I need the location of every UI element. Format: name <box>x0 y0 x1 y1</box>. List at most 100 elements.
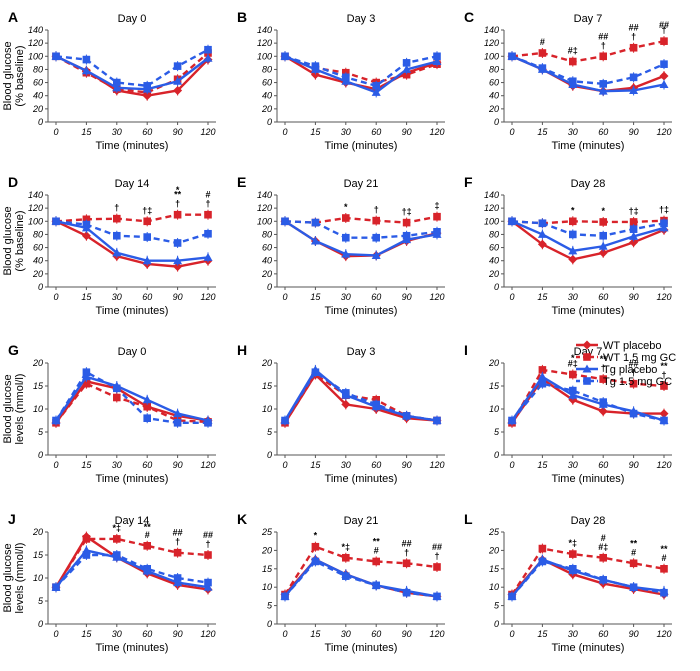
x-tick-label: 0 <box>509 292 514 302</box>
significance-marker: ## <box>203 530 213 540</box>
y-tick-label: 0 <box>38 117 43 127</box>
x-tick-label: 30 <box>341 292 351 302</box>
data-point <box>660 60 668 68</box>
data-point <box>660 382 668 390</box>
y-tick-label: 20 <box>32 527 43 537</box>
y-tick-label: 120 <box>484 38 499 48</box>
x-tick-label: 60 <box>598 629 608 639</box>
data-point <box>569 550 577 558</box>
data-point <box>538 49 547 57</box>
series-tg-1-5-mg-gc <box>52 44 212 91</box>
x-tick-label: 60 <box>598 460 608 470</box>
data-point <box>173 548 182 557</box>
panel-letter: J <box>8 511 16 527</box>
panel-letter: I <box>464 342 468 358</box>
x-tick-label: 60 <box>371 460 381 470</box>
series-wt-placebo <box>507 216 669 265</box>
panel-title: Day 28 <box>571 515 606 527</box>
x-tick-label: 15 <box>310 292 321 302</box>
series-line <box>55 553 209 589</box>
y-tick-label: 80 <box>33 64 43 74</box>
series-tg-1-5-mg-gc <box>281 51 441 91</box>
data-point <box>599 375 607 383</box>
y-tick-label: 120 <box>484 203 499 213</box>
x-tick-label: 120 <box>656 292 671 302</box>
y-tick-label: 100 <box>484 51 499 61</box>
significance-marker: ** <box>144 522 152 532</box>
x-tick-label: 120 <box>429 292 444 302</box>
series-line <box>511 220 665 253</box>
significance-marker: ## <box>598 31 608 41</box>
significance-marker: ## <box>173 528 183 538</box>
significance-marker: #‡ <box>568 46 578 56</box>
data-point <box>113 551 121 559</box>
data-point <box>204 419 212 427</box>
axes <box>276 30 445 123</box>
significance-marker: † <box>175 537 180 547</box>
y-tick-label: 20 <box>488 545 499 555</box>
x-tick-label: 120 <box>429 629 444 639</box>
y-tick-label: 20 <box>32 104 43 114</box>
data-point <box>402 559 411 568</box>
panel-letter: E <box>237 174 246 190</box>
y-tick-label: 10 <box>33 404 43 414</box>
data-point <box>341 249 351 258</box>
y-tick-label: 20 <box>261 545 272 555</box>
y-tick-label: 60 <box>33 78 43 88</box>
series-line <box>284 558 438 598</box>
data-point <box>203 53 213 62</box>
data-point <box>173 85 183 95</box>
x-tick-label: 0 <box>53 292 58 302</box>
significance-marker: † <box>114 203 119 213</box>
y-tick-label: 100 <box>484 216 499 226</box>
data-point <box>341 399 351 409</box>
data-point <box>143 565 151 573</box>
series-line <box>510 547 665 596</box>
panel-k: K Day 21 0 5 10 15 20 25 0 15 30 60 90 120 Time (minut… <box>237 511 445 654</box>
y-tick-label: 60 <box>489 243 499 253</box>
series-tg-1-5-mg-gc <box>508 216 668 241</box>
data-point <box>372 557 380 566</box>
y-tick-label: 100 <box>28 51 43 61</box>
significance-marker: # <box>661 553 666 563</box>
x-tick-label: 15 <box>537 629 548 639</box>
data-point <box>538 379 547 388</box>
significance-marker: ## <box>402 538 412 548</box>
data-point <box>569 370 577 379</box>
x-tick-label: 30 <box>341 629 351 639</box>
panel-j: J Day 14 0 5 10 15 20 0 15 30 60 90 120 Time (minutes… <box>8 511 216 654</box>
x-tick-label: 120 <box>429 460 444 470</box>
panel-letter: L <box>464 511 473 527</box>
x-tick-label: 120 <box>200 460 215 470</box>
significance-marker: *‡ <box>569 538 578 548</box>
series-line <box>511 55 665 93</box>
data-point <box>433 228 441 236</box>
x-tick-label: 30 <box>341 127 351 137</box>
data-point <box>82 368 91 376</box>
data-point <box>599 231 607 240</box>
x-tick-label: 15 <box>310 127 321 137</box>
series-line <box>511 220 665 237</box>
x-axis-title: Time (minutes) <box>552 642 625 654</box>
x-tick-label: 90 <box>629 629 639 639</box>
y-tick-label: 80 <box>262 229 272 239</box>
x-tick-label: 30 <box>112 127 122 137</box>
series-tg-1-5-mg-gc <box>508 51 668 89</box>
data-point <box>281 52 289 61</box>
data-point <box>629 237 639 247</box>
data-point <box>402 70 411 79</box>
x-tick-label: 120 <box>200 292 215 302</box>
data-point <box>281 592 289 601</box>
significance-marker: ## <box>659 20 669 30</box>
x-tick-label: 0 <box>53 460 58 470</box>
significance-marker: ** <box>660 361 668 371</box>
data-point <box>52 52 60 61</box>
data-point <box>311 557 320 566</box>
series-line <box>511 382 665 422</box>
data-point <box>659 71 669 81</box>
data-point <box>599 576 607 584</box>
x-tick-label: 90 <box>173 292 183 302</box>
data-point <box>598 86 608 95</box>
